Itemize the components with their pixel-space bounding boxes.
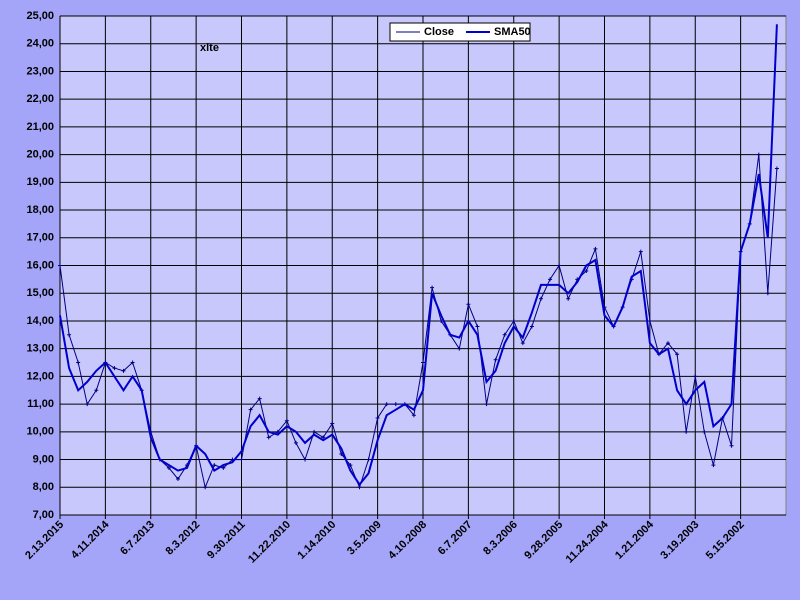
legend-label: SMA50 (494, 26, 531, 38)
point-marker (375, 415, 380, 420)
point-marker (175, 476, 180, 481)
y-tick-label: 18,00 (26, 204, 54, 216)
legend-box (389, 22, 531, 42)
y-tick-label: 24,00 (26, 38, 54, 50)
point-marker (94, 388, 99, 393)
y-tick-label: 15,00 (26, 287, 54, 299)
point-marker (330, 421, 335, 426)
point-marker (466, 302, 471, 307)
point-marker (638, 249, 643, 254)
point-marker (774, 166, 779, 171)
y-tick-label: 16,00 (26, 259, 54, 271)
y-tick-label: 9,00 (33, 453, 54, 465)
point-marker (130, 360, 135, 365)
point-marker (284, 418, 289, 423)
point-marker (275, 429, 280, 434)
y-tick-label: 14,00 (26, 315, 54, 327)
point-marker (711, 463, 716, 468)
point-marker (203, 485, 208, 490)
point-marker (239, 457, 244, 462)
point-marker (765, 291, 770, 296)
point-marker (484, 402, 489, 407)
point-marker (266, 435, 271, 440)
point-marker (502, 332, 507, 337)
point-marker (421, 360, 425, 365)
point-marker (493, 357, 498, 362)
point-marker (566, 296, 571, 301)
y-tick-label: 8,00 (33, 481, 54, 493)
series-line (59, 24, 778, 487)
point-marker (729, 443, 734, 448)
point-marker (76, 360, 81, 365)
point-marker (693, 374, 698, 379)
point-marker (475, 324, 480, 329)
point-marker (293, 440, 298, 445)
point-marker (312, 429, 317, 434)
point-marker (212, 463, 217, 468)
y-tick-label: 19,00 (26, 176, 54, 188)
y-tick-label: 11,00 (27, 398, 54, 410)
point-marker (538, 296, 543, 301)
point-marker (584, 269, 589, 274)
y-tick-label: 22,00 (26, 93, 54, 105)
y-tick-label: 23,00 (26, 65, 54, 77)
point-marker (439, 318, 444, 323)
point-marker (457, 346, 462, 351)
point-marker (647, 318, 652, 323)
point-marker (393, 402, 398, 407)
point-marker (303, 457, 308, 462)
point-marker (366, 457, 371, 462)
y-tick-label: 12,00 (26, 370, 54, 382)
y-tick-label: 20,00 (26, 149, 54, 161)
y-tick-label: 17,00 (26, 232, 54, 244)
point-marker (112, 366, 117, 371)
series-line (59, 154, 778, 489)
point-marker (520, 341, 525, 346)
point-marker (321, 435, 326, 440)
point-marker (411, 413, 416, 418)
chart-title: xlte (200, 42, 219, 54)
point-marker (430, 285, 435, 290)
point-marker (67, 332, 72, 337)
point-marker (675, 352, 680, 357)
point-marker (384, 402, 389, 407)
y-tick-label: 25,00 (26, 10, 54, 22)
point-marker (702, 429, 707, 434)
point-marker (58, 263, 62, 268)
point-marker (166, 465, 171, 470)
point-marker (548, 277, 553, 282)
point-marker (221, 465, 226, 470)
legend-label: Close (424, 26, 454, 38)
point-marker (121, 368, 126, 373)
point-marker (666, 341, 671, 346)
point-marker (756, 152, 761, 157)
point-marker (248, 407, 253, 412)
point-marker (684, 429, 689, 434)
point-marker (529, 324, 534, 329)
point-marker (593, 246, 598, 251)
y-tick-label: 10,00 (26, 426, 54, 438)
point-marker (257, 396, 262, 401)
y-tick-label: 21,00 (26, 121, 54, 133)
point-marker (85, 402, 90, 407)
y-tick-label: 13,00 (26, 343, 54, 355)
point-marker (557, 263, 562, 268)
point-marker (511, 318, 516, 323)
y-tick-label: 7,00 (33, 509, 54, 521)
